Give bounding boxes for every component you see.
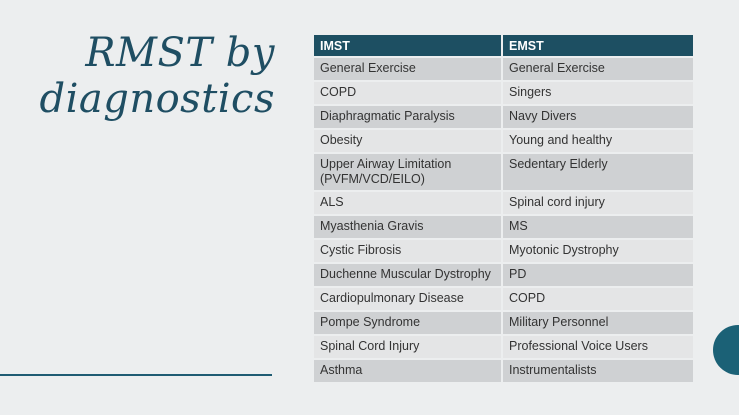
emst-cell: Military Personnel (503, 310, 693, 334)
imst-cell: Asthma (314, 358, 503, 382)
table-header-row: IMST EMST (314, 35, 693, 56)
table-row: Cardiopulmonary Disease COPD (314, 286, 693, 310)
imst-cell: Myasthenia Gravis (314, 214, 503, 238)
imst-cell: Obesity (314, 128, 503, 152)
slide-title-line-2: diagnostics (39, 76, 275, 122)
table-row: ALS Spinal cord injury (314, 190, 693, 214)
imst-cell: Spinal Cord Injury (314, 334, 503, 358)
emst-cell: Myotonic Dystrophy (503, 238, 693, 262)
imst-cell: Cystic Fibrosis (314, 238, 503, 262)
imst-cell: ALS (314, 190, 503, 214)
table-row: Diaphragmatic Paralysis Navy Divers (314, 104, 693, 128)
emst-cell: MS (503, 214, 693, 238)
table-row: COPD Singers (314, 80, 693, 104)
decorative-circle (713, 325, 739, 375)
diagnostics-table: IMST EMST General Exercise General Exerci… (314, 35, 693, 382)
table-row: Obesity Young and healthy (314, 128, 693, 152)
imst-cell: Cardiopulmonary Disease (314, 286, 503, 310)
emst-cell: Instrumentalists (503, 358, 693, 382)
imst-cell: COPD (314, 80, 503, 104)
slide-title: RMST by diagnostics (30, 30, 275, 122)
imst-cell: General Exercise (314, 56, 503, 80)
emst-cell: Professional Voice Users (503, 334, 693, 358)
table-row: General Exercise General Exercise (314, 56, 693, 80)
title-underline-divider (0, 374, 272, 376)
table-row: Pompe Syndrome Military Personnel (314, 310, 693, 334)
table-row: Spinal Cord Injury Professional Voice Use… (314, 334, 693, 358)
imst-cell: Upper Airway Limitation (PVFM/VCD/EILO) (314, 152, 503, 190)
emst-cell: Navy Divers (503, 104, 693, 128)
emst-cell: PD (503, 262, 693, 286)
table-row: Upper Airway Limitation (PVFM/VCD/EILO) S… (314, 152, 693, 190)
emst-cell: General Exercise (503, 56, 693, 80)
imst-cell: Pompe Syndrome (314, 310, 503, 334)
table-row: Cystic Fibrosis Myotonic Dystrophy (314, 238, 693, 262)
emst-cell: Spinal cord injury (503, 190, 693, 214)
table-body: General Exercise General Exercise COPD Sing… (314, 56, 693, 382)
table-row: Duchenne Muscular Dystrophy PD (314, 262, 693, 286)
imst-cell: Duchenne Muscular Dystrophy (314, 262, 503, 286)
imst-cell: Diaphragmatic Paralysis (314, 104, 503, 128)
table-row: Asthma Instrumentalists (314, 358, 693, 382)
table-row: Myasthenia Gravis MS (314, 214, 693, 238)
header-emst: EMST (503, 35, 693, 56)
emst-cell: Singers (503, 80, 693, 104)
header-imst: IMST (314, 35, 503, 56)
emst-cell: Sedentary Elderly (503, 152, 693, 190)
emst-cell: Young and healthy (503, 128, 693, 152)
slide-title-line-1: RMST by (85, 30, 275, 76)
emst-cell: COPD (503, 286, 693, 310)
